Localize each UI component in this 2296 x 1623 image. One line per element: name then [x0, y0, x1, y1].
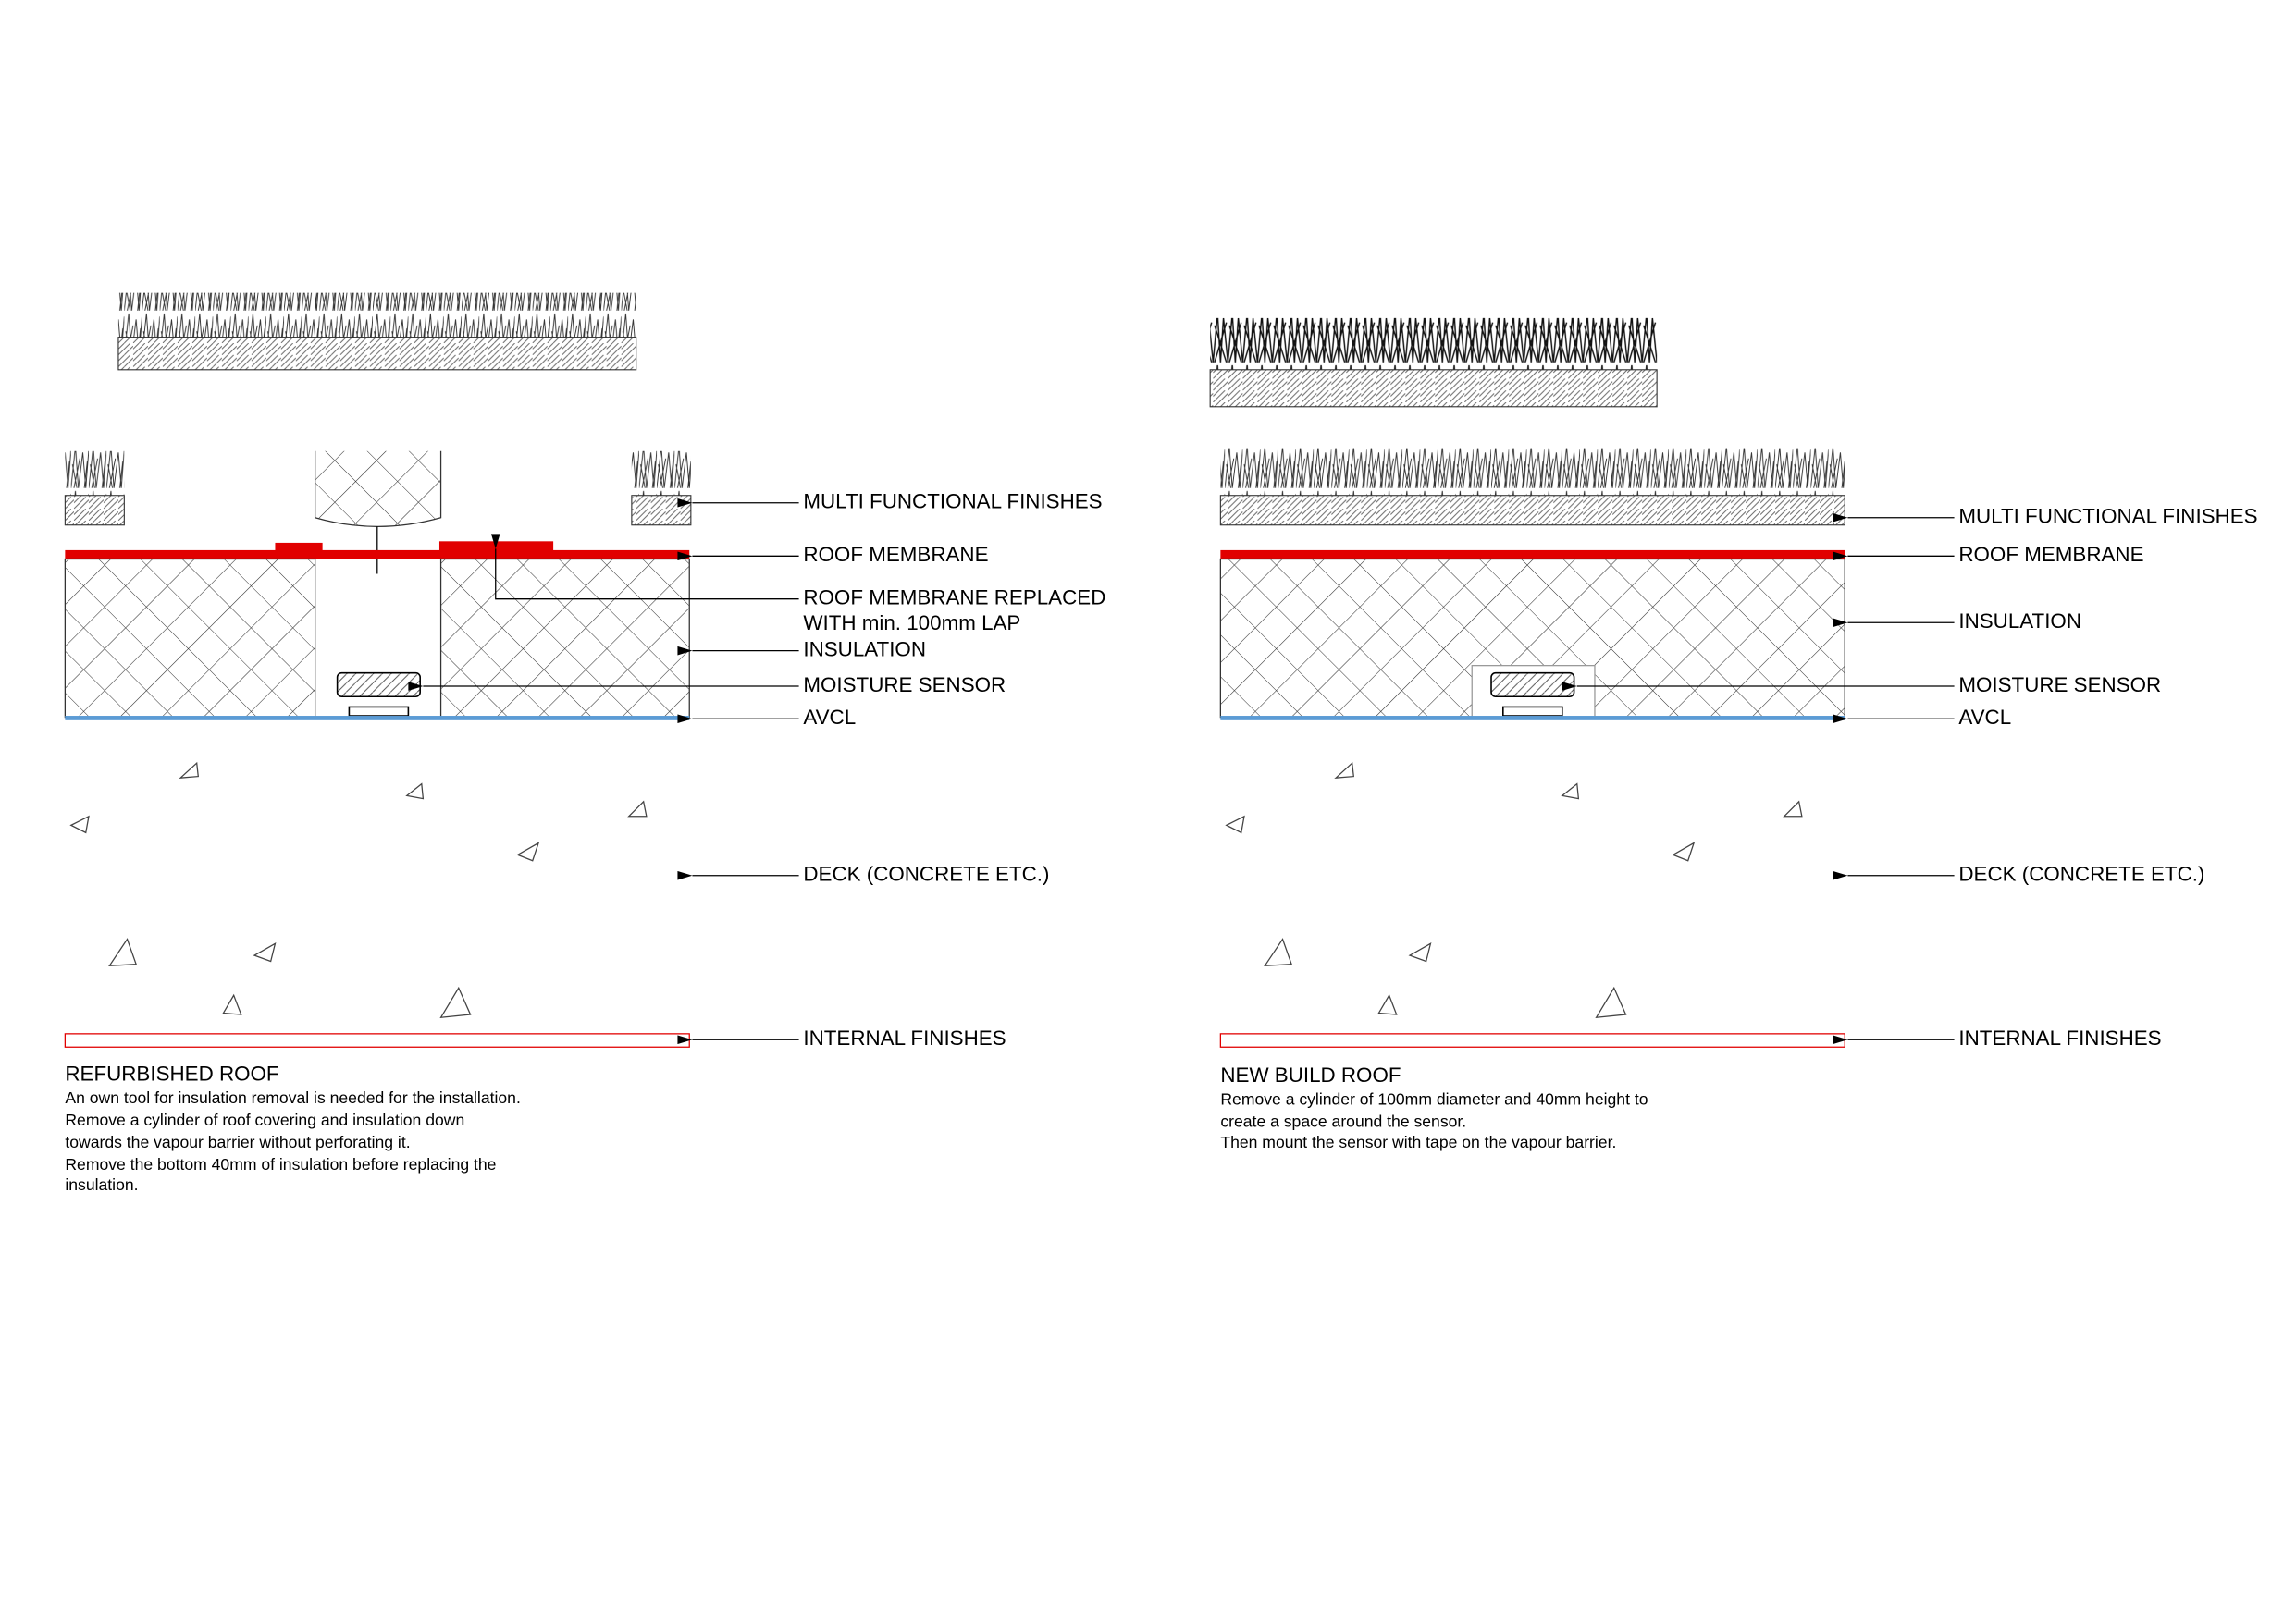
leaders — [408, 498, 799, 1045]
note: Then mount the sensor with tape on the v… — [1220, 1133, 1616, 1151]
finish-layer — [117, 337, 637, 371]
grass — [65, 450, 125, 496]
right-section: MULTI FUNCTIONAL FINISHES ROOF MEMBRANE … — [1209, 317, 2258, 1151]
label: INSULATION — [803, 638, 926, 661]
left-section: MULTI FUNCTIONAL FINISHES ROOF MEMBRANE … — [64, 292, 1105, 1194]
section-title: REFURBISHED ROOF — [65, 1063, 278, 1086]
insulation — [64, 558, 316, 719]
moisture-sensor — [1490, 671, 1575, 698]
label: DECK (CONCRETE ETC.) — [1958, 863, 2204, 886]
grass — [117, 292, 636, 338]
label: INTERNAL FINISHES — [1958, 1027, 2161, 1050]
internal-finishes — [64, 1033, 690, 1048]
label: MULTI FUNCTIONAL FINISHES — [803, 490, 1102, 513]
roof-membrane — [1220, 549, 1845, 559]
avcl — [65, 716, 690, 720]
deck-aggregate — [69, 761, 648, 1019]
note: Remove a cylinder of 100mm diameter and … — [1220, 1089, 1648, 1108]
internal-finishes — [1219, 1033, 1845, 1048]
note: insulation. — [65, 1175, 138, 1194]
label: WITH min. 100mm LAP — [803, 611, 1020, 634]
note: towards the vapour barrier without perfo… — [65, 1133, 410, 1151]
finish-layer — [1219, 495, 1845, 526]
label: AVCL — [1958, 706, 2011, 729]
grass — [631, 450, 691, 496]
finish-layer — [64, 495, 125, 526]
membrane-patch — [438, 541, 554, 552]
label: MOISTURE SENSOR — [1958, 673, 2161, 696]
label: ROOF MEMBRANE — [803, 543, 988, 566]
note: Remove the bottom 40mm of insulation bef… — [65, 1155, 496, 1174]
sensor-base — [348, 706, 410, 717]
label: ROOF MEMBRANE REPLACED — [803, 586, 1105, 609]
membrane-patch — [275, 542, 323, 552]
label: MOISTURE SENSOR — [803, 673, 1006, 696]
roof-membrane — [65, 549, 690, 559]
label: ROOF MEMBRANE — [1958, 543, 2143, 566]
leaders — [1562, 512, 1955, 1045]
insulation-plug — [314, 450, 442, 527]
label: INTERNAL FINISHES — [803, 1027, 1006, 1050]
label: DECK (CONCRETE ETC.) — [803, 863, 1049, 886]
finish-layer — [631, 495, 692, 526]
note: An own tool for insulation removal is ne… — [65, 1088, 520, 1107]
finish-layer — [1209, 369, 1658, 408]
moisture-sensor — [336, 671, 421, 698]
label: MULTI FUNCTIONAL FINISHES — [1958, 505, 2257, 528]
grass — [1210, 317, 1658, 370]
note: create a space around the sensor. — [1220, 1112, 1466, 1130]
section-title: NEW BUILD ROOF — [1220, 1064, 1401, 1087]
note: Remove a cylinder of roof covering and i… — [65, 1111, 464, 1129]
label: AVCL — [803, 706, 856, 729]
avcl — [1220, 716, 1845, 720]
label: INSULATION — [1958, 609, 2081, 633]
insulation — [439, 558, 690, 719]
deck-aggregate — [1225, 761, 1803, 1019]
grass — [1220, 448, 1845, 496]
